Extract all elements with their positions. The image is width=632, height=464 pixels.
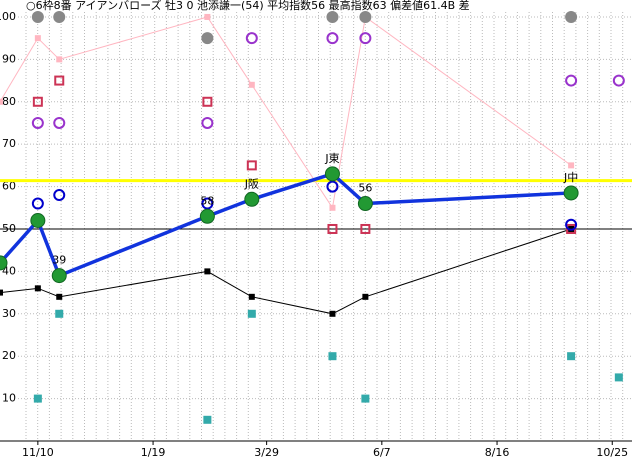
- annotation: 39: [52, 254, 66, 267]
- y-tick-label: 60: [2, 180, 16, 193]
- marker: [359, 32, 372, 45]
- y-tick-label: 70: [2, 137, 16, 150]
- marker: [56, 56, 63, 63]
- marker: [245, 32, 258, 45]
- marker: [565, 218, 578, 231]
- marker: [563, 185, 579, 201]
- marker: [324, 166, 340, 182]
- marker: [357, 196, 373, 212]
- y-tick-label: 100: [0, 10, 16, 23]
- marker: [565, 10, 578, 23]
- marker: [329, 310, 336, 317]
- marker: [326, 180, 339, 193]
- marker: [360, 223, 371, 234]
- annotation: J中: [563, 171, 578, 184]
- marker: [53, 116, 66, 129]
- y-tick-label: 30: [2, 307, 16, 320]
- marker: [31, 10, 44, 23]
- marker: [326, 32, 339, 45]
- marker: [329, 204, 336, 211]
- y-tick-label: 90: [2, 52, 16, 65]
- x-tick-label: 10/25: [596, 446, 628, 459]
- marker: [0, 255, 8, 271]
- marker: [199, 208, 215, 224]
- marker: [53, 10, 66, 23]
- marker: [326, 10, 339, 23]
- chart-title: ○6枠8番 アイアンバローズ 牡3 0 池添謙一(54) 平均指数56 最高指数…: [26, 0, 470, 12]
- marker: [204, 13, 211, 20]
- x-tick-label: 1/19: [141, 446, 166, 459]
- marker: [204, 268, 211, 275]
- x-tick-label: 6/7: [373, 446, 391, 459]
- marker: [33, 394, 42, 403]
- marker: [328, 352, 337, 361]
- marker: [203, 415, 212, 424]
- marker: [614, 373, 623, 382]
- marker: [565, 74, 578, 87]
- marker: [612, 74, 625, 87]
- series-line: [0, 228, 572, 315]
- annotation: J阪: [244, 176, 259, 190]
- marker: [51, 268, 67, 284]
- marker: [248, 293, 255, 300]
- annotation: J東: [324, 152, 339, 165]
- marker: [55, 309, 64, 318]
- marker: [362, 293, 369, 300]
- marker: [0, 98, 3, 105]
- y-tick-label: 20: [2, 349, 16, 362]
- marker: [32, 96, 43, 107]
- annotation: 58: [200, 194, 214, 207]
- marker: [56, 293, 63, 300]
- x-tick-label: 11/10: [22, 446, 54, 459]
- marker: [359, 10, 372, 23]
- y-tick-label: 10: [2, 392, 16, 405]
- marker: [246, 160, 257, 171]
- marker: [53, 189, 66, 202]
- marker: [30, 213, 46, 228]
- marker: [247, 309, 256, 318]
- marker: [361, 394, 370, 403]
- marker: [568, 162, 575, 169]
- x-tick-label: 3/29: [254, 446, 279, 459]
- series-line: [0, 16, 572, 210]
- marker: [244, 191, 260, 207]
- marker: [201, 32, 214, 45]
- marker: [34, 35, 41, 42]
- marker: [201, 116, 214, 129]
- marker: [202, 96, 213, 107]
- marker: [567, 352, 576, 361]
- marker: [327, 223, 338, 234]
- x-tick-label: 8/16: [485, 446, 510, 459]
- marker: [31, 197, 44, 210]
- marker: [54, 75, 65, 86]
- annotation: 56: [358, 182, 372, 195]
- y-tick-label: 80: [2, 95, 16, 108]
- marker: [31, 116, 44, 129]
- marker: [201, 197, 214, 210]
- marker: [34, 285, 41, 292]
- marker: [248, 81, 255, 88]
- marker: [0, 289, 3, 296]
